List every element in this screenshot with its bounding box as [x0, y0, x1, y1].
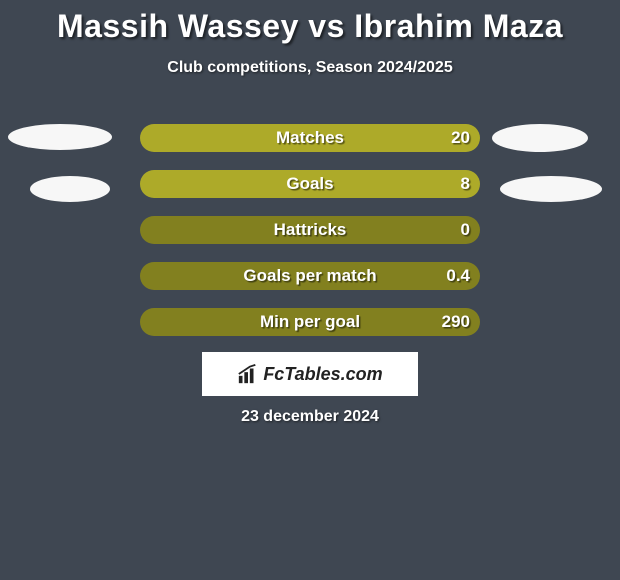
stat-value-right: 20: [420, 124, 470, 152]
comparison-infographic: Massih Wassey vs Ibrahim Maza Club compe…: [0, 0, 620, 580]
decor-ellipse: [492, 124, 588, 152]
stat-value-right: 0: [420, 216, 470, 244]
decor-ellipse: [30, 176, 110, 202]
stats-container: Matches20Goals8Hattricks0Goals per match…: [0, 124, 620, 354]
page-title: Massih Wassey vs Ibrahim Maza: [0, 0, 620, 45]
decor-ellipse: [8, 124, 112, 150]
page-subtitle: Club competitions, Season 2024/2025: [0, 59, 620, 77]
brand-badge: FcTables.com: [202, 352, 418, 396]
brand-label: FcTables.com: [263, 364, 382, 385]
bar-chart-icon: [237, 363, 259, 385]
date-text: 23 december 2024: [0, 408, 620, 426]
stat-value-right: 8: [420, 170, 470, 198]
stat-row: Goals per match0.4: [0, 262, 620, 308]
decor-ellipse: [500, 176, 602, 202]
stat-value-right: 290: [420, 308, 470, 336]
stat-value-right: 0.4: [420, 262, 470, 290]
stat-row: Min per goal290: [0, 308, 620, 354]
stat-row: Hattricks0: [0, 216, 620, 262]
